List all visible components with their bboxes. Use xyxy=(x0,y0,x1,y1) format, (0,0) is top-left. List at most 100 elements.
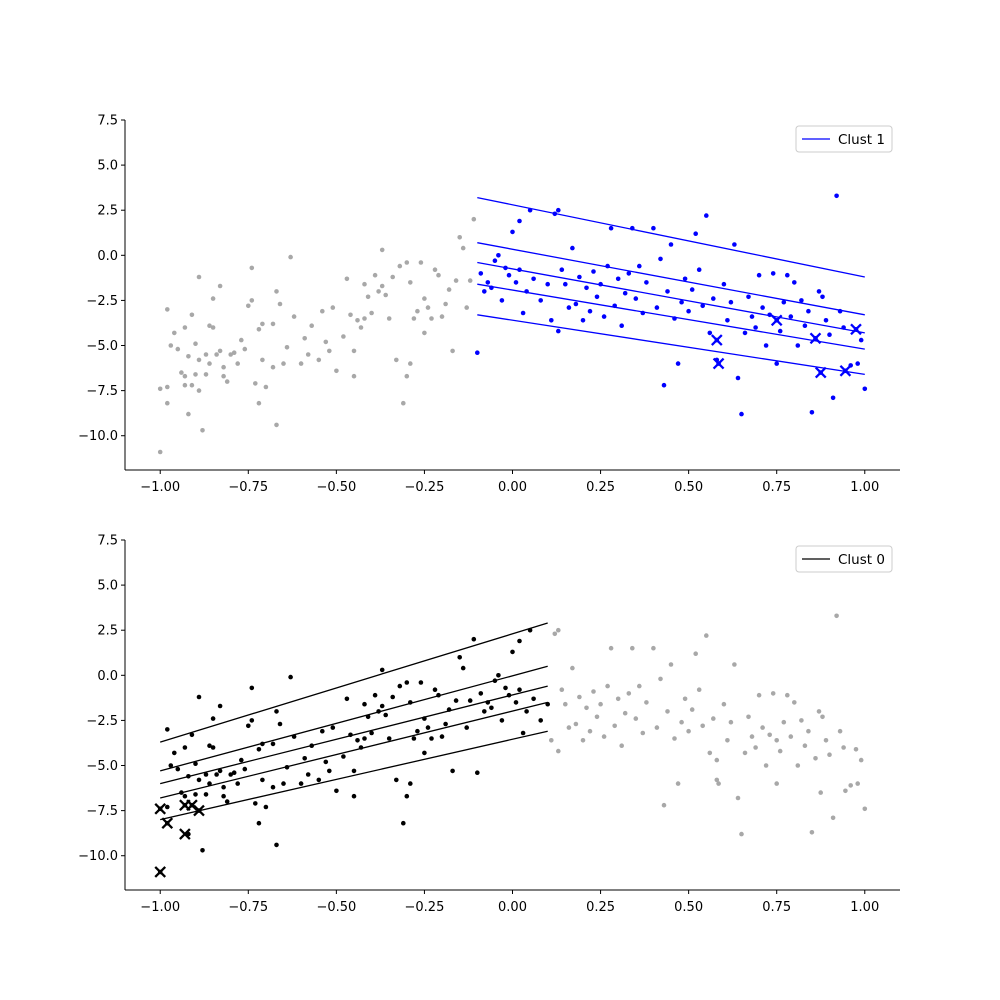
cluster-point xyxy=(566,305,572,310)
cluster-point xyxy=(549,318,554,323)
cluster-point xyxy=(210,745,216,750)
background-point xyxy=(253,381,258,386)
cluster-point xyxy=(193,761,198,766)
background-point xyxy=(182,325,188,330)
cluster-point xyxy=(496,253,501,258)
cluster-point xyxy=(274,709,279,714)
outlier-marker xyxy=(711,334,723,346)
cluster-point xyxy=(556,207,561,213)
background-point xyxy=(763,763,769,768)
cluster-point xyxy=(732,242,737,247)
cluster-point xyxy=(298,781,304,786)
background-point xyxy=(196,388,202,393)
background-point xyxy=(443,301,448,307)
background-point xyxy=(214,352,219,357)
legend-box xyxy=(795,545,893,573)
background-point xyxy=(228,352,233,357)
x-tick-label: 0.00 xyxy=(498,900,527,915)
background-point xyxy=(739,831,744,837)
fit-line xyxy=(477,314,865,376)
background-point xyxy=(165,400,170,406)
cluster-point xyxy=(231,770,237,775)
cluster-point xyxy=(260,777,265,783)
background-point xyxy=(707,750,713,756)
cluster-point xyxy=(351,768,357,774)
x-tick-label: 0.50 xyxy=(674,900,703,915)
background-point xyxy=(207,361,212,366)
fit-line xyxy=(160,622,548,743)
background-point xyxy=(217,283,223,289)
background-point xyxy=(376,289,381,294)
cluster-point xyxy=(239,757,244,763)
x-tick-label: 0.50 xyxy=(674,480,703,495)
cluster-point xyxy=(242,766,248,772)
cluster-point xyxy=(253,801,258,806)
background-point xyxy=(853,747,859,752)
background-point xyxy=(221,364,226,370)
background-point xyxy=(630,645,635,651)
background-point xyxy=(210,296,216,301)
cluster-point xyxy=(288,674,293,680)
background-point xyxy=(591,689,596,694)
legend-label: Clust 1 xyxy=(838,132,885,148)
y-tick-label: −5.0 xyxy=(86,759,118,774)
cluster-point xyxy=(587,308,593,314)
outlier-marker xyxy=(186,799,198,812)
background-point xyxy=(341,334,346,339)
cluster-point xyxy=(746,294,751,300)
background-point xyxy=(351,348,357,354)
cluster-point xyxy=(189,732,195,738)
x-tick-label: 0.75 xyxy=(762,480,791,495)
fit-line xyxy=(160,685,548,785)
cluster-point xyxy=(834,193,839,199)
background-point xyxy=(249,265,255,271)
background-point xyxy=(168,343,174,348)
cluster-point xyxy=(823,318,829,323)
background-point xyxy=(774,781,779,786)
x-tick-label: 0.25 xyxy=(586,900,615,915)
background-point xyxy=(175,346,181,352)
background-point xyxy=(792,700,797,705)
cluster-point xyxy=(503,685,508,691)
background-point xyxy=(862,806,868,812)
y-tick-label: 2.5 xyxy=(97,204,118,219)
cluster-point xyxy=(742,330,748,336)
background-point xyxy=(570,665,575,671)
background-point xyxy=(732,662,737,667)
cluster-point xyxy=(214,772,219,777)
cluster-point xyxy=(517,218,522,224)
cluster-point xyxy=(700,303,705,309)
fit-line xyxy=(477,242,865,316)
cluster-point xyxy=(637,263,642,269)
cluster-point xyxy=(383,712,389,718)
cluster-point xyxy=(531,696,536,702)
background-point xyxy=(246,303,251,309)
cluster-point xyxy=(196,777,202,783)
background-point xyxy=(858,757,864,763)
background-point xyxy=(711,716,716,721)
background-point xyxy=(637,683,642,689)
background-point xyxy=(573,721,579,727)
cluster-point xyxy=(422,750,427,756)
background-point xyxy=(291,314,297,319)
cluster-point xyxy=(203,792,209,797)
background-point xyxy=(408,280,413,285)
cluster-point xyxy=(577,274,582,280)
background-point xyxy=(415,308,420,314)
top-chart: 7.5 5.0 2.5 0.0 −2.5 −5.0 −7.5 −10.0 −1.00 −0.75 −… xyxy=(78,114,900,495)
background-point xyxy=(397,263,403,269)
cluster-point xyxy=(323,759,329,765)
background-point xyxy=(549,738,554,743)
background-point xyxy=(260,321,265,327)
cluster-point xyxy=(735,375,741,381)
background-point xyxy=(256,400,262,406)
cluster-point xyxy=(274,842,279,848)
cluster-point xyxy=(351,793,357,799)
cluster-point xyxy=(760,305,765,310)
cluster-point xyxy=(404,680,410,685)
background-point xyxy=(767,732,772,738)
cluster-point xyxy=(475,350,480,356)
background-point xyxy=(418,260,424,265)
outlier-marker xyxy=(712,357,725,370)
cluster-point xyxy=(770,271,776,276)
